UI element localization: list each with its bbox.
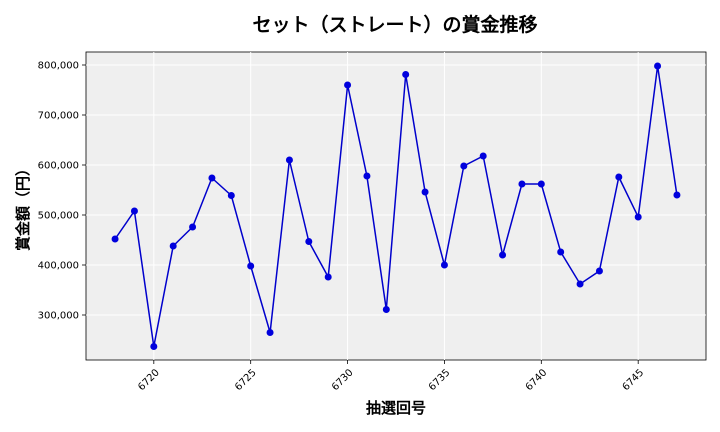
data-point (479, 152, 487, 160)
data-point (111, 235, 119, 243)
x-tick-label: 6720 (136, 367, 162, 393)
data-point (421, 188, 429, 196)
data-point (460, 162, 468, 170)
y-gridlines (86, 64, 706, 316)
x-tick-label: 6730 (330, 367, 356, 393)
series-points (111, 62, 681, 350)
data-point (227, 192, 235, 199)
data-point (130, 207, 138, 215)
data-point (208, 174, 216, 182)
y-tick-label: 500,000 (38, 211, 79, 222)
data-point (595, 267, 603, 275)
data-point (576, 280, 584, 288)
x-tick-label: 6745 (621, 367, 647, 393)
data-point (402, 71, 410, 78)
data-point (150, 343, 158, 350)
data-point (499, 251, 507, 259)
y-axis-ticks: 300,000 400,000 500,000 600,000 700,000 800,0… (38, 61, 86, 322)
x-tick-label: 6725 (233, 367, 259, 393)
data-point (615, 173, 623, 181)
data-point (557, 248, 565, 256)
data-point (324, 273, 332, 281)
data-point (673, 191, 681, 199)
data-point (518, 180, 526, 188)
data-point (266, 329, 274, 336)
data-point (363, 172, 371, 180)
series-line (114, 65, 678, 347)
x-axis-label: 抽選回号 (366, 399, 426, 417)
x-axis-ticks: 6720 6725 6730 6735 6740 6745 (136, 360, 646, 393)
data-point (189, 223, 197, 231)
y-tick-label: 600,000 (38, 161, 79, 172)
x-gridlines (153, 52, 639, 360)
y-axis-label: 賞金額（円） (14, 161, 32, 251)
data-point (305, 238, 313, 245)
data-point (634, 213, 642, 221)
y-tick-label: 800,000 (38, 61, 79, 72)
plot-area (85, 51, 707, 361)
x-tick-label: 6735 (427, 367, 453, 393)
x-tick-label: 6740 (524, 367, 550, 393)
data-point (382, 306, 390, 313)
data-point (537, 180, 545, 188)
data-point (247, 262, 255, 270)
data-point (169, 242, 177, 250)
y-tick-label: 300,000 (38, 311, 79, 322)
chart-title: セット（ストレート）の賞金推移 (252, 13, 537, 36)
data-point (285, 156, 293, 164)
y-tick-label: 700,000 (38, 111, 79, 122)
data-point (654, 62, 662, 70)
data-point (440, 261, 448, 269)
y-tick-label: 400,000 (38, 261, 79, 272)
data-point (344, 81, 352, 89)
